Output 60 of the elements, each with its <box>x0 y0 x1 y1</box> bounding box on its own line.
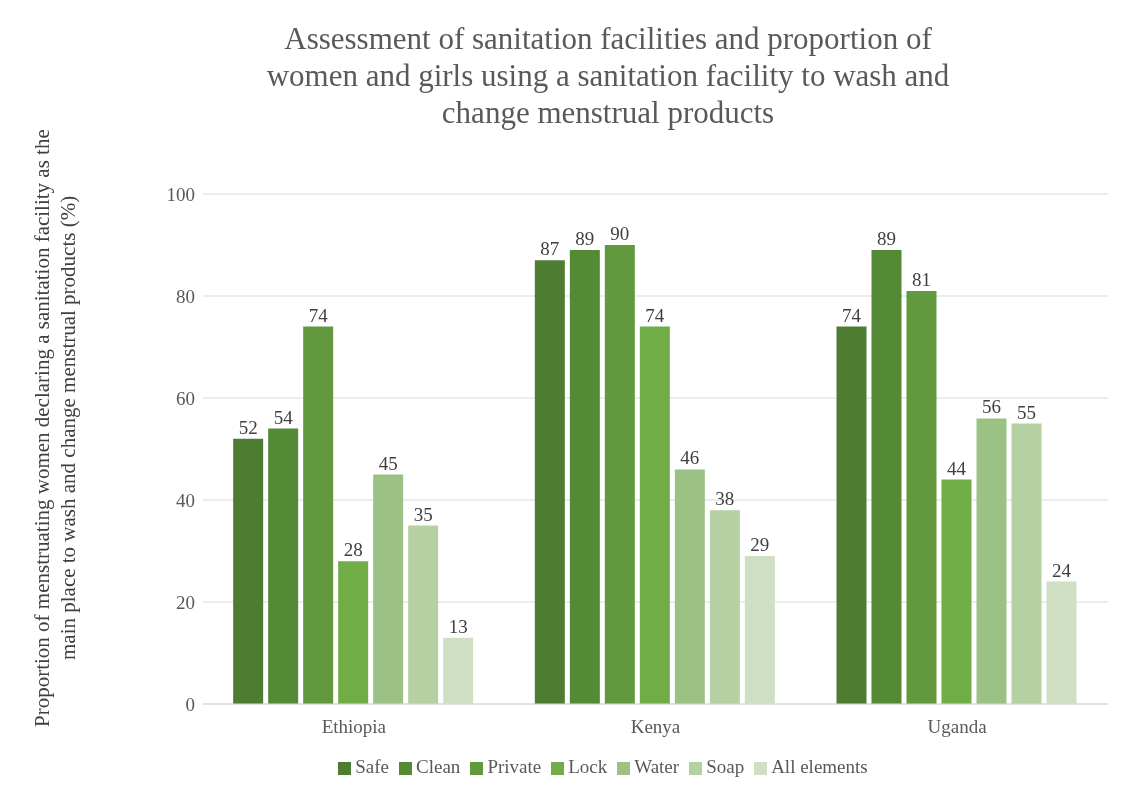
y-tick-label: 100 <box>166 183 195 205</box>
y-axis-title: Proportion of menstruating women declaring a sanitation facility as the main place to wash and change menstrual products (%) <box>29 128 81 729</box>
bar <box>303 326 334 704</box>
y-tick-label: 40 <box>176 489 195 511</box>
legend-label: Private <box>487 756 542 777</box>
legend-label: All elements <box>771 756 868 777</box>
x-tick-label: Ethiopia <box>321 716 387 738</box>
bar <box>906 290 937 704</box>
bar <box>709 510 740 704</box>
bar <box>604 245 635 704</box>
data-label: 89 <box>877 228 896 250</box>
legend-label: Water <box>634 756 680 777</box>
data-label: 74 <box>842 304 862 326</box>
data-label: 46 <box>680 447 700 469</box>
bar <box>408 525 439 704</box>
y-tick-label: 20 <box>176 591 195 613</box>
data-label: 24 <box>1052 559 1072 581</box>
data-label: 74 <box>308 304 329 326</box>
data-label: 54 <box>273 406 294 428</box>
data-label: 55 <box>1017 401 1036 423</box>
bar <box>569 250 600 704</box>
bar <box>836 326 867 704</box>
legend-label: Safe <box>355 756 390 777</box>
data-label: 90 <box>610 223 630 244</box>
data-label: 35 <box>413 503 433 525</box>
bar <box>674 469 705 704</box>
data-label: 87 <box>540 238 560 260</box>
data-label: 29 <box>750 534 770 556</box>
bar <box>941 479 972 704</box>
bar <box>373 474 404 704</box>
x-tick-label: Kenya <box>630 716 681 738</box>
chart-title: Assessment of sanitation facilities and proportion of women and girls using a sanitation facility to wash and change menstrual products <box>265 20 951 131</box>
bar <box>233 438 264 704</box>
bar <box>871 250 902 704</box>
bar <box>639 326 670 704</box>
bar <box>1046 581 1077 704</box>
x-tick-label: Uganda <box>927 716 988 738</box>
y-tick-label: 60 <box>176 387 195 409</box>
y-tick-label: 80 <box>176 285 195 307</box>
bar <box>744 556 775 704</box>
bar <box>534 260 565 704</box>
data-label: 28 <box>343 539 363 561</box>
data-label: 81 <box>912 268 931 290</box>
data-label: 56 <box>982 396 1001 418</box>
data-label: 52 <box>238 416 258 438</box>
y-tick-label: 0 <box>185 693 195 715</box>
data-label: 13 <box>448 615 468 637</box>
bar <box>338 561 369 704</box>
data-label: 38 <box>715 488 735 510</box>
bar <box>1011 423 1042 704</box>
legend-label: Lock <box>568 756 608 777</box>
data-label: 45 <box>378 452 398 474</box>
bar <box>443 637 474 704</box>
bar <box>976 418 1007 704</box>
data-label: 44 <box>947 457 967 479</box>
legend-label: Clean <box>416 756 461 777</box>
legend-label: Soap <box>706 756 745 777</box>
bar <box>268 428 299 704</box>
data-label: 89 <box>575 228 595 250</box>
data-label: 74 <box>645 304 665 326</box>
